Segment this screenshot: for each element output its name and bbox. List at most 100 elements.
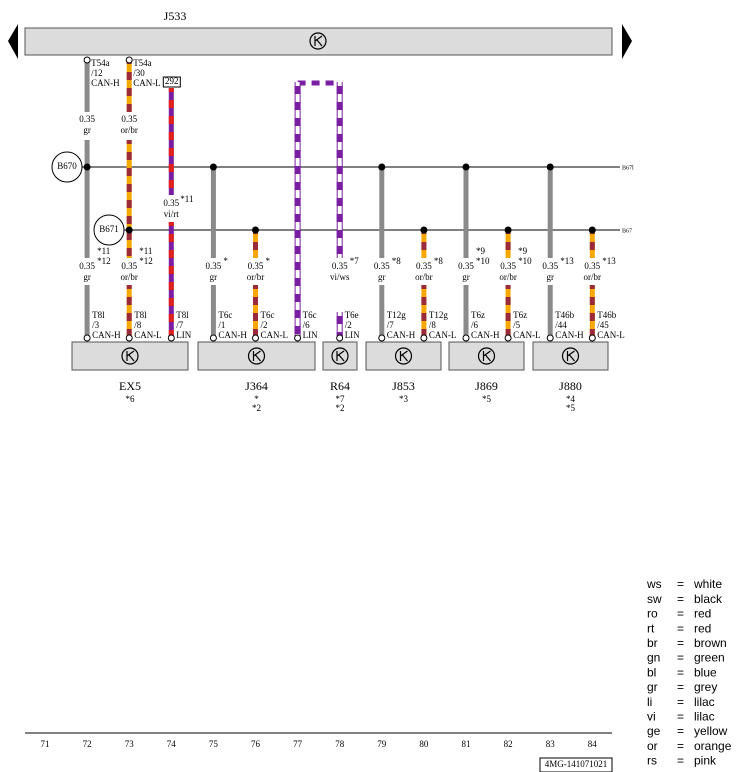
note: *9 <box>518 246 528 256</box>
column-number: 81 <box>462 739 471 749</box>
junction <box>546 163 554 171</box>
pin <box>252 334 259 342</box>
note: * <box>266 256 271 266</box>
legend-text: rs <box>647 754 657 768</box>
note: *11 <box>139 246 152 256</box>
component-label: J853 <box>392 379 415 393</box>
note: *9 <box>476 246 486 256</box>
column-number: 80 <box>419 739 429 749</box>
pin <box>125 56 133 64</box>
wire-label: gr <box>378 272 386 282</box>
wire-label: 0.35 <box>121 261 137 271</box>
bottom-pin-label: /3 <box>92 320 100 330</box>
column-number: 79 <box>377 739 387 749</box>
note: *12 <box>139 256 153 266</box>
bottom-pin-label: T8l <box>176 310 189 320</box>
wire-label: vi/ws <box>330 272 350 282</box>
pin <box>167 334 175 342</box>
splice-edge-label: B67 <box>622 228 632 234</box>
component-label: J869 <box>475 379 498 393</box>
top-pin-label: T54a <box>133 58 152 68</box>
note: * <box>223 256 228 266</box>
bottom-pin-label: CAN-H <box>387 330 416 340</box>
junction <box>588 226 596 234</box>
legend-text: gn <box>647 651 660 665</box>
wire-label: vi/rt <box>164 209 179 219</box>
wire-label: gr <box>462 272 470 282</box>
legend-text: gr <box>647 680 658 694</box>
component-note: *5 <box>482 394 492 404</box>
bottom-pin-label: /8 <box>429 320 437 330</box>
component-label: J880 <box>559 379 582 393</box>
bottom-pin-label: /44 <box>555 320 567 330</box>
top-pin-label: /12 <box>91 68 103 78</box>
legend-text: red <box>694 607 711 621</box>
box-label: 292 <box>165 76 179 86</box>
junction <box>378 163 386 171</box>
symbol <box>247 347 266 365</box>
pin <box>294 334 302 342</box>
component-box <box>448 341 525 371</box>
legend-text: = <box>677 665 684 679</box>
bottom-pin-label: T6z <box>513 310 527 320</box>
bottom-pin-label: /2 <box>345 320 352 330</box>
symbol-mark <box>336 350 345 362</box>
wire-label: or/br <box>120 125 138 135</box>
bottom-pin-label: /7 <box>387 320 395 330</box>
bottom-pin-label: CAN-L <box>429 330 457 340</box>
top-pin-label: CAN-L <box>133 78 161 88</box>
bottom-pin-label: T6c <box>261 310 275 320</box>
column-number: 75 <box>209 739 219 749</box>
wire-label: 0.35 <box>416 261 432 271</box>
note: *8 <box>392 256 402 266</box>
pin <box>504 334 512 342</box>
legend-text: pink <box>694 754 717 768</box>
column-number: 72 <box>83 739 92 749</box>
legend-text: = <box>677 754 684 768</box>
wire-label: 0.35 <box>584 261 600 271</box>
component-note: *3 <box>399 394 409 404</box>
legend-text: = <box>677 695 684 709</box>
junction <box>420 226 428 234</box>
symbol <box>561 347 580 365</box>
note: *11 <box>180 194 193 204</box>
legend-text: lilac <box>694 709 715 723</box>
legend-text: blue <box>694 665 717 679</box>
splice-edge-label: B67l <box>622 165 634 171</box>
legend-text: ws <box>646 577 662 591</box>
wire-label: 0.35 <box>458 261 474 271</box>
bottom-pin-label: CAN-H <box>471 330 500 340</box>
top-pin-label: CAN-H <box>91 78 120 88</box>
component-label: EX5 <box>119 379 141 393</box>
note: *8 <box>434 256 444 266</box>
box <box>162 76 181 88</box>
legend-text: li <box>647 695 652 709</box>
note: *7 <box>350 256 360 266</box>
unit-label: J533 <box>164 9 187 23</box>
pin <box>83 334 91 342</box>
wire-label: 0.35 <box>79 261 95 271</box>
bottom-pin-label: LIN <box>176 330 191 340</box>
pin <box>125 334 133 342</box>
note: *11 <box>97 246 110 256</box>
legend-text: lilac <box>694 695 715 709</box>
legend-text: white <box>693 577 722 591</box>
bottom-pin-label: T46b <box>597 310 616 320</box>
bottom-pin-label: T8l <box>134 310 147 320</box>
splice-circle <box>93 214 125 246</box>
junction <box>209 163 217 171</box>
symbol <box>394 347 413 365</box>
note: *13 <box>560 256 574 266</box>
legend-text: sw <box>647 592 662 606</box>
symbol-mark <box>314 35 323 47</box>
component-note: *7 <box>336 394 346 404</box>
column-number: 82 <box>504 739 513 749</box>
pin <box>588 334 596 342</box>
bottom-pin-label: CAN-H <box>218 330 247 340</box>
legend-text: = <box>677 680 684 694</box>
column-number: 71 <box>41 739 50 749</box>
bottom-pin-label: /6 <box>471 320 479 330</box>
wire-label: or/br <box>584 272 602 282</box>
pin <box>420 334 428 342</box>
legend-text: = <box>677 651 684 665</box>
